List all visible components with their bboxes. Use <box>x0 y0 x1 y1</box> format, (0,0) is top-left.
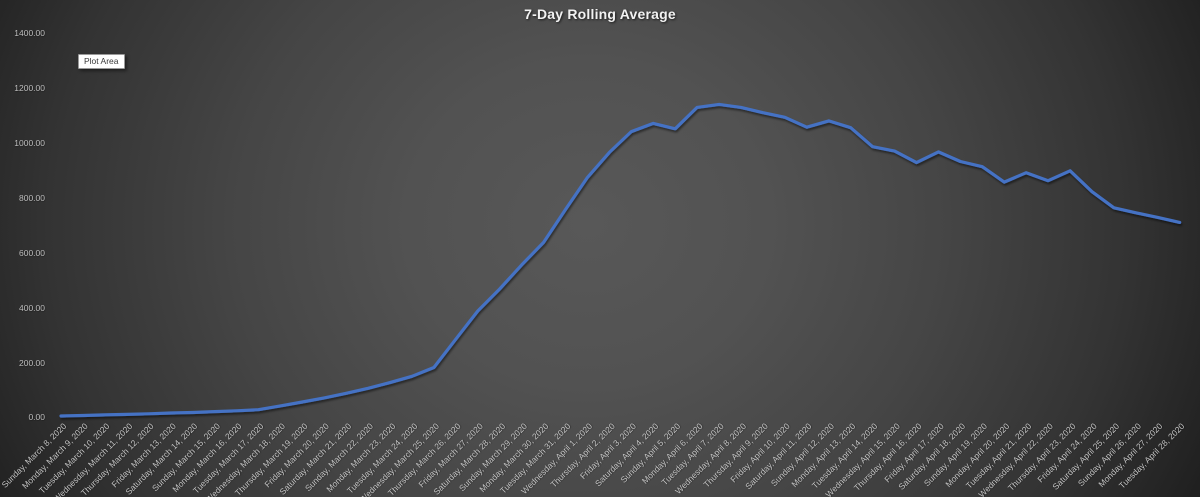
y-axis-tick-label: 1000.00 <box>14 138 45 149</box>
y-axis-tick-label: 400.00 <box>19 302 45 313</box>
gridlines-layer <box>50 32 1190 418</box>
y-axis-tick-label: 1400.00 <box>14 28 45 39</box>
plot-area-tooltip: Plot Area <box>78 54 125 69</box>
y-axis-tick-label: 0.00 <box>28 412 45 423</box>
data-series-line[interactable] <box>59 102 1182 418</box>
y-axis-tick-label: 800.00 <box>19 192 45 203</box>
chart-title[interactable]: 7-Day Rolling Average <box>524 6 676 22</box>
y-axis-tick-label: 600.00 <box>19 247 45 258</box>
y-axis-tick-label: 200.00 <box>19 357 45 368</box>
y-axis-tick-label: 1200.00 <box>14 83 45 94</box>
